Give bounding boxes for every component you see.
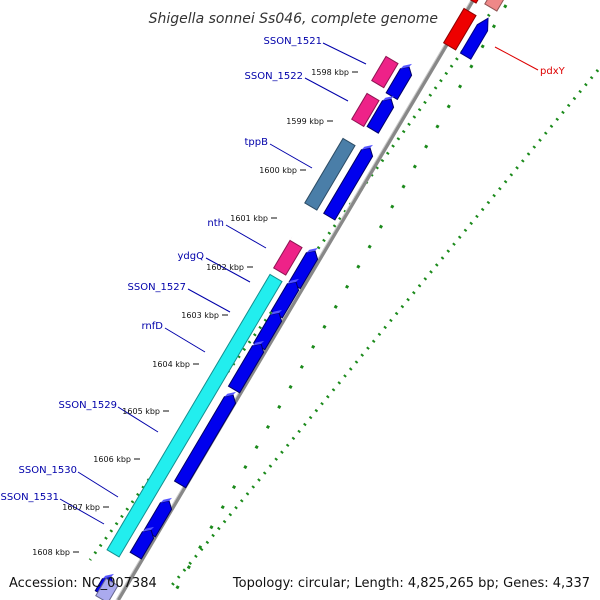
cds-arrow-3-face — [306, 247, 319, 253]
cds-arrow-0-body — [385, 66, 413, 101]
gene-label-rnfd-leader — [164, 327, 206, 353]
gene-label-sson-1522: SSON_1522 — [245, 71, 304, 82]
cds-arrow-7 — [173, 391, 237, 489]
cds-arrow-9-body — [129, 529, 155, 560]
gene-label-ydgq-leader — [205, 257, 251, 283]
cds-arrow-1-face — [382, 95, 395, 101]
gene-block-nth-body — [272, 239, 303, 276]
label-layer: SSON_1521 SSON_1522 tppB nth ydgQ SSON_1527rn… — [1, 36, 566, 525]
tick-label-2: 1600 kbp — [259, 166, 297, 175]
gene-label-nth-leader — [225, 224, 267, 249]
cds-arrow-7-face — [224, 391, 237, 397]
cds-arrow-4-face — [287, 278, 300, 284]
tick-label-5: 1603 kbp — [181, 311, 219, 320]
gene-label-rnfd: rnfD — [142, 321, 164, 332]
gene-block-tppb — [304, 133, 356, 211]
gene-label-tppb-leader — [269, 143, 313, 169]
cds-arrow-0-face — [400, 63, 413, 69]
gene-block-pdxy-blue — [459, 17, 489, 60]
gene-block-sson1522 — [351, 88, 380, 128]
accession-text: Accession: NC_007384 — [9, 576, 157, 591]
tick-label-0: 1598 kbp — [311, 68, 349, 77]
gene-block-top-lightred-body — [484, 0, 504, 12]
gene-label-sson-1522-leader — [304, 77, 349, 102]
cds-arrow-6-face — [252, 340, 265, 346]
gene-label-sson-1530-leader — [77, 471, 119, 498]
gene-label-sson-1527: SSON_1527 — [128, 282, 187, 293]
backbone-highlight — [115, 0, 472, 600]
gene-label-pdxy-leader — [494, 46, 539, 71]
gene-block-bottom-faded-body — [95, 577, 119, 600]
gene-block-top-lightred — [484, 0, 504, 12]
cds-arrow-5-face — [270, 309, 283, 315]
tick-label-1: 1599 kbp — [286, 117, 324, 126]
gene-label-sson-1531-leader — [59, 498, 105, 525]
gene-label-sson-1521: SSON_1521 — [264, 36, 323, 47]
gene-block-tppb-body — [304, 137, 356, 211]
cds-arrow-6 — [227, 340, 265, 394]
gene-block-sson1521-body — [371, 55, 399, 89]
backbone-line — [116, 0, 475, 600]
gene-block-nth — [272, 235, 303, 276]
gene-label-pdxy: pdxY — [540, 66, 566, 77]
gene-label-sson-1529-leader — [117, 406, 159, 433]
cds-arrow-3 — [288, 247, 319, 290]
gene-block-sson1522-body — [351, 92, 380, 128]
tick-label-7: 1605 kbp — [122, 407, 160, 416]
topology-text: Topology: circular; Length: 4,825,265 bp… — [232, 576, 590, 591]
gene-block-sson1521 — [371, 51, 399, 89]
tick-label-8: 1606 kbp — [93, 455, 131, 464]
gene-block-top-red-body — [469, 0, 479, 4]
cds-arrow-1-body — [366, 98, 395, 134]
gene-label-ydgq: ydgQ — [178, 251, 205, 262]
gene-block-bottom-faded — [95, 573, 119, 600]
tick-layer: 1598 kbp 1599 kbp 1600 kbp 1601 kbp 1602 kbp… — [32, 68, 358, 557]
genome-backbone — [115, 0, 475, 600]
cds-arrow-9-face — [142, 526, 155, 532]
cds-arrow-10-face — [102, 573, 115, 579]
gene-label-sson-1531: SSON_1531 — [1, 492, 60, 503]
cds-arrow-8-face — [160, 497, 173, 503]
tick-label-10: 1608 kbp — [32, 548, 70, 557]
cds-arrow-1 — [366, 95, 395, 134]
gene-block-cyan-body — [106, 273, 283, 558]
gene-label-nth: nth — [207, 218, 224, 229]
gene-block-pdxy-red — [442, 3, 477, 51]
gene-label-sson-1527-leader — [187, 288, 231, 313]
gene-block-cyan — [106, 269, 283, 558]
cds-arrow-0 — [385, 63, 413, 101]
gene-block-pdxy-blue-body — [459, 17, 489, 60]
cds-arrow-2 — [323, 144, 374, 221]
cds-arrow-2-face — [361, 144, 374, 150]
gene-label-tppb: tppB — [245, 137, 269, 148]
gene-label-sson-1529: SSON_1529 — [59, 400, 118, 411]
gene-label-sson-1521-leader — [322, 42, 367, 65]
map-title: Shigella sonnei Ss046, complete genome — [149, 11, 438, 27]
gene-block-top-red — [469, 0, 479, 4]
gene-block-pdxy-red-body — [442, 7, 477, 51]
tick-label-6: 1604 kbp — [152, 360, 190, 369]
dashed-track — [174, 4, 508, 591]
cds-arrow-9 — [129, 526, 155, 560]
gene-label-sson-1530: SSON_1530 — [19, 465, 78, 476]
tick-label-9: 1607 kbp — [62, 503, 100, 512]
tick-label-4: 1602 kbp — [206, 263, 244, 272]
cds-arrow-5 — [252, 309, 283, 351]
cds-arrow-4 — [270, 278, 300, 319]
tick-label-3: 1601 kbp — [230, 214, 268, 223]
feature-tracks — [94, 0, 504, 600]
